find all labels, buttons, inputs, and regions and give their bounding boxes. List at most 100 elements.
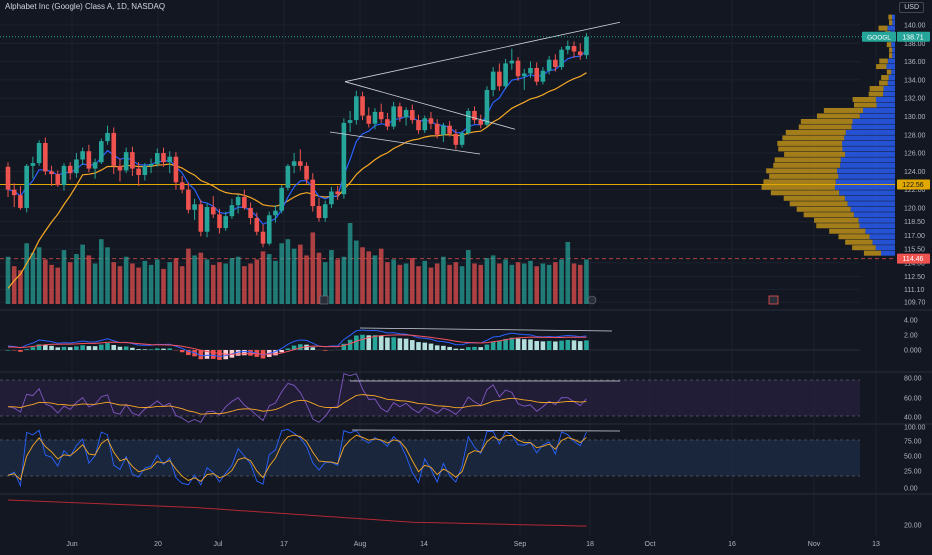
volume-profile-bar [892, 53, 895, 58]
macd-hist-bar [55, 347, 60, 350]
volume-bar [472, 264, 477, 305]
candle-body [584, 37, 589, 55]
volume-profile-bar [892, 20, 895, 25]
chart-canvas[interactable]: 140.00138.00136.00134.00132.00130.00128.… [0, 0, 932, 550]
macd-hist-bar [354, 336, 359, 350]
candle-body [18, 195, 23, 208]
volume-bar [161, 269, 166, 304]
volume-bar [466, 250, 471, 304]
rsi-band [0, 380, 860, 416]
volume-bar [528, 261, 533, 304]
macd-hist-bar [143, 349, 148, 350]
candle-body [566, 46, 571, 50]
volume-bar [441, 257, 446, 304]
volume-bar [516, 262, 521, 304]
volume-profile-bar [824, 108, 863, 113]
candle-body [329, 191, 334, 204]
volume-profile-bar [891, 70, 895, 75]
candle-body [547, 60, 552, 71]
volume-bar [522, 264, 527, 305]
volume-bar [553, 262, 558, 304]
candle-body [491, 72, 496, 90]
volume-profile-bar [892, 15, 895, 20]
candle-body [447, 126, 452, 134]
volume-bar [118, 266, 123, 304]
volume-profile-bar [797, 207, 851, 212]
volume-profile-bar [838, 234, 869, 239]
stock-chart[interactable]: 140.00138.00136.00134.00132.00130.00128.… [0, 0, 932, 550]
volume-profile-bar [852, 124, 895, 129]
volume-profile-bar [854, 212, 895, 217]
volume-bar [559, 259, 564, 304]
macd-hist-bar [286, 348, 291, 350]
volume-bar [373, 255, 378, 304]
volume-bar [180, 266, 185, 304]
volume-bar [248, 264, 253, 305]
candle-body [217, 214, 222, 228]
candle-body [385, 119, 390, 126]
candle-body [410, 110, 415, 120]
candle-body [373, 112, 378, 124]
macd-hist-bar [497, 341, 502, 350]
macd-hist-bar [130, 348, 135, 350]
currency-button[interactable]: USD [899, 2, 924, 13]
volume-bar [12, 266, 17, 304]
price-tick-label: 132.00 [904, 96, 926, 103]
stoch-band [0, 440, 860, 476]
volume-profile-bar [799, 124, 852, 129]
macd-hist-bar [491, 341, 496, 350]
stoch-axis-label: 50.00 [904, 454, 922, 461]
volume-profile-bar [864, 251, 881, 256]
volume-bar [242, 266, 247, 304]
macd-hist-bar [43, 345, 48, 350]
macd-hist-bar [534, 341, 539, 350]
volume-profile-bar [777, 141, 842, 146]
candle-body [578, 52, 583, 56]
price-tick-label: 130.00 [904, 114, 926, 121]
candle-body [273, 211, 278, 216]
macd-hist-bar [441, 346, 446, 350]
candle-body [279, 188, 284, 211]
macd-hist-bar [62, 347, 67, 350]
volume-bar [485, 258, 490, 304]
price-tick-label: 111.10 [904, 287, 924, 294]
volume-profile-bar [853, 119, 895, 124]
candle-body [435, 124, 440, 135]
volume-profile-bar [881, 251, 895, 256]
candle-body [360, 96, 365, 115]
macd-hist-bar [528, 339, 533, 350]
volume-profile-bar [852, 245, 876, 250]
volume-profile-bar [778, 146, 842, 151]
price-tick-label: 136.00 [904, 59, 926, 66]
volume-profile-bar [840, 163, 895, 168]
volume-bar [366, 251, 371, 304]
candle-body [43, 143, 48, 171]
volume-bar [348, 223, 353, 304]
macd-hist-bar [348, 340, 353, 350]
macd-hist-bar [323, 350, 328, 351]
volume-bar [503, 259, 508, 304]
volume-bar [37, 247, 42, 304]
candle-body [199, 204, 204, 231]
macd-hist-bar [74, 346, 79, 350]
volume-bar [342, 257, 347, 304]
rsi-axis-label: 80.00 [904, 376, 922, 383]
candle-body [87, 151, 92, 168]
candle-body [466, 111, 471, 133]
macd-axis-label: 4.00 [904, 318, 918, 325]
volume-bar [286, 239, 291, 304]
candle-body [118, 166, 123, 171]
macd-trendline [360, 328, 612, 331]
volume-profile-bar [860, 113, 895, 118]
macd-hist-bar [410, 340, 415, 350]
volume-bar [329, 250, 334, 304]
volume-profile-bar [841, 157, 895, 162]
volume-profile-bar [876, 64, 886, 69]
volume-profile-bar [888, 15, 892, 20]
macd-hist-bar [149, 349, 154, 350]
volume-profile-bar [860, 223, 895, 228]
volume-profile-bar [870, 234, 895, 239]
volume-profile-bar [846, 130, 895, 135]
volume-bar [186, 249, 191, 304]
volume-profile-bar [817, 113, 860, 118]
